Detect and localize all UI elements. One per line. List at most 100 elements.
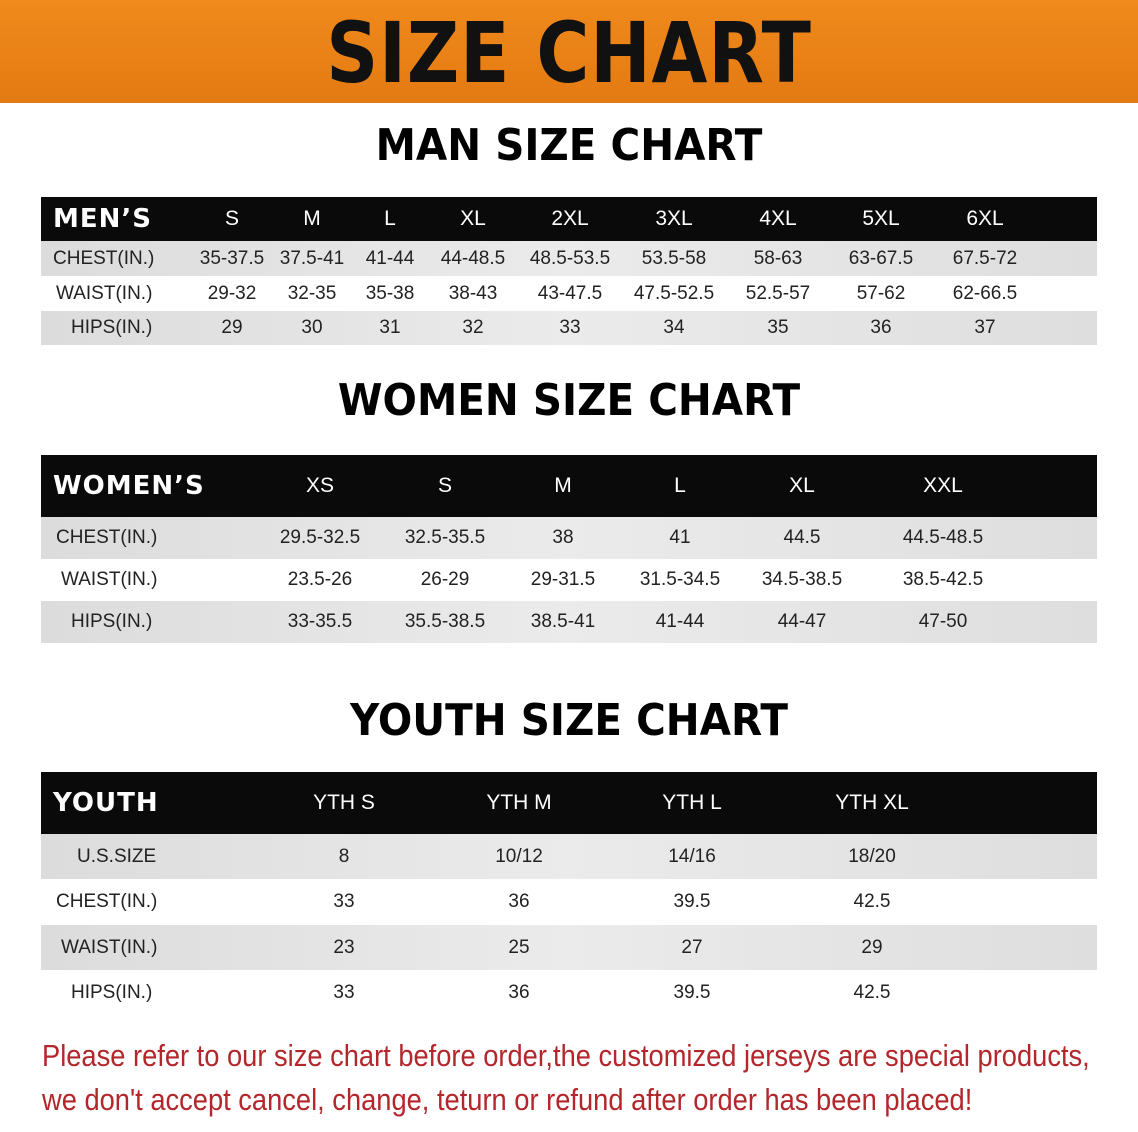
- table-header-row: MEN’S S M L XL 2XL 3XL 4XL 5XL 6XL: [41, 197, 1097, 241]
- measurement-cell: 29.5-32.5: [279, 527, 361, 548]
- measurement-cell: 32-35: [287, 282, 337, 304]
- row-label: CHEST(IN.): [56, 891, 158, 912]
- size-column-header: 5XL: [862, 207, 900, 230]
- measurement-cell: 8: [338, 845, 350, 867]
- size-column-header: L: [674, 474, 686, 497]
- size-column-header: XL: [789, 474, 815, 497]
- row-label: WAIST(IN.): [61, 569, 158, 590]
- measurement-cell: 39.5: [673, 891, 711, 912]
- table-row: WAIST(IN.) 23.5-26 26-29 29-31.5 31.5-34.5 34…: [41, 559, 1097, 601]
- youth-title: YOUTH SIZE CHART: [350, 695, 788, 746]
- row-label: HIPS(IN.): [71, 981, 153, 1003]
- measurement-cell: 35: [767, 317, 789, 338]
- measurement-cell: 35.5-38.5: [404, 611, 486, 632]
- row-label: U.S.SIZE: [77, 845, 157, 867]
- measurement-cell: 44.5-48.5: [902, 527, 984, 548]
- size-column-header: S: [224, 207, 240, 230]
- measurement-cell: 38.5-42.5: [902, 569, 984, 590]
- notice-line-2: we don't accept cancel, change, teturn o…: [42, 1082, 973, 1117]
- size-column-header: M: [303, 207, 321, 230]
- measurement-cell: 35-37.5: [199, 247, 265, 269]
- measurement-cell: 42.5: [853, 891, 891, 912]
- measurement-cell: 37.5-41: [279, 247, 345, 269]
- measurement-cell: 29-31.5: [530, 569, 596, 590]
- measurement-cell: 44-47: [777, 611, 827, 632]
- measurement-cell: 14/16: [668, 845, 716, 867]
- measurement-cell: 25: [508, 936, 530, 958]
- measurement-cell: 37: [974, 317, 996, 338]
- measurement-cell: 27: [681, 936, 703, 958]
- size-column-header: 2XL: [551, 207, 589, 230]
- size-column-header: YTH S: [313, 791, 375, 814]
- measurement-cell: 38: [552, 527, 574, 548]
- measurement-cell: 32: [462, 317, 484, 338]
- measurement-cell: 36: [870, 317, 892, 338]
- measurement-cell: 29-32: [207, 282, 257, 304]
- size-column-header: L: [384, 207, 396, 230]
- measurement-cell: 29: [861, 936, 883, 958]
- measurement-cell: 18/20: [848, 845, 896, 867]
- measurement-cell: 43-47.5: [537, 282, 603, 304]
- measurement-cell: 36: [508, 981, 530, 1003]
- table-row: CHEST(IN.) 33 36 39.5 42.5: [41, 879, 1097, 925]
- men-title: MAN SIZE CHART: [375, 120, 763, 171]
- size-column-header: YTH M: [486, 791, 552, 814]
- measurement-cell: 38.5-41: [530, 611, 596, 632]
- measurement-cell: 38-43: [448, 282, 498, 304]
- measurement-cell: 42.5: [853, 981, 891, 1003]
- measurement-cell: 57-62: [856, 282, 906, 304]
- measurement-cell: 41: [669, 527, 691, 548]
- measurement-cell: 48.5-53.5: [529, 247, 611, 269]
- measurement-cell: 47.5-52.5: [633, 282, 715, 304]
- table-header-row: YOUTH YTH S YTH M YTH L YTH XL: [41, 772, 1097, 834]
- row-label: CHEST(IN.): [53, 247, 155, 269]
- table-row: HIPS(IN.) 33 36 39.5 42.5: [41, 970, 1097, 1015]
- size-column-header: XS: [305, 474, 335, 497]
- measurement-cell: 44-48.5: [440, 247, 506, 269]
- row-label: HIPS(IN.): [71, 317, 153, 338]
- measurement-cell: 33: [333, 981, 355, 1003]
- row-label: WAIST(IN.): [61, 936, 158, 958]
- table-header-label: WOMEN’S: [53, 471, 205, 501]
- row-label: WAIST(IN.): [56, 282, 153, 304]
- measurement-cell: 58-63: [753, 247, 803, 269]
- measurement-cell: 23.5-26: [287, 569, 353, 590]
- measurement-cell: 33: [333, 891, 355, 912]
- measurement-cell: 39.5: [673, 981, 711, 1003]
- measurement-cell: 23: [333, 936, 355, 958]
- measurement-cell: 67.5-72: [952, 247, 1018, 269]
- size-column-header: YTH L: [662, 791, 722, 814]
- size-column-header: 3XL: [655, 207, 693, 230]
- women-title: WOMEN SIZE CHART: [337, 375, 801, 426]
- measurement-cell: 44.5: [783, 527, 821, 548]
- measurement-cell: 31.5-34.5: [639, 569, 721, 590]
- measurement-cell: 63-67.5: [848, 247, 914, 269]
- table-header-row: WOMEN’S XS S M L XL XXL: [41, 455, 1097, 517]
- measurement-cell: 34: [663, 317, 685, 338]
- table-row: CHEST(IN.) 35-37.5 37.5-41 41-44 44-48.5 48.5…: [41, 241, 1097, 276]
- table-header-label: MEN’S: [53, 204, 152, 234]
- row-label: CHEST(IN.): [56, 527, 158, 548]
- table-row: HIPS(IN.) 33-35.5 35.5-38.5 38.5-41 41-44 44-…: [41, 601, 1097, 643]
- size-column-header: M: [554, 474, 572, 497]
- size-column-header: XL: [460, 207, 486, 230]
- size-column-header: 4XL: [759, 207, 797, 230]
- row-label: HIPS(IN.): [71, 611, 153, 632]
- table-row: HIPS(IN.) 29 30 31 32 33 34 35 36 37: [41, 311, 1097, 345]
- measurement-cell: 35-38: [365, 282, 415, 304]
- measurement-cell: 53.5-58: [641, 247, 707, 269]
- table-row: WAIST(IN.) 23 25 27 29: [41, 925, 1097, 970]
- measurement-cell: 36: [508, 891, 530, 912]
- banner-title: SIZE CHART: [326, 4, 812, 102]
- table-header-label: YOUTH: [53, 788, 159, 818]
- measurement-cell: 29: [221, 317, 243, 338]
- table-row: WAIST(IN.) 29-32 32-35 35-38 38-43 43-47.5 47.…: [41, 276, 1097, 311]
- measurement-cell: 31: [379, 317, 401, 338]
- measurement-cell: 10/12: [495, 845, 543, 867]
- measurement-cell: 62-66.5: [952, 282, 1018, 304]
- measurement-cell: 26-29: [420, 569, 470, 590]
- size-column-header: 6XL: [966, 207, 1004, 230]
- notice-line-1: Please refer to our size chart before or…: [42, 1038, 1090, 1073]
- table-row: CHEST(IN.) 29.5-32.5 32.5-35.5 38 41 44.5 44.5…: [41, 517, 1097, 559]
- measurement-cell: 30: [301, 317, 323, 338]
